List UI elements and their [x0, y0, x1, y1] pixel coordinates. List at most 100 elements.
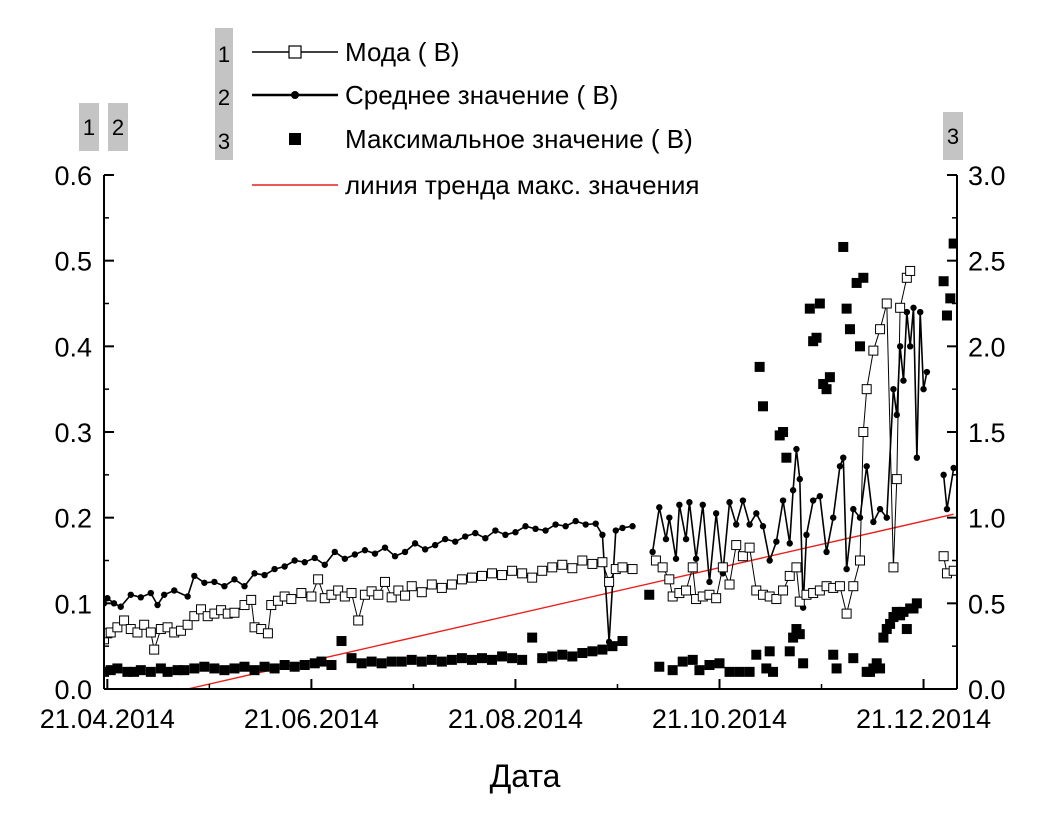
mean-point: [692, 555, 700, 562]
mode-point: [948, 565, 957, 576]
max-value-point: [597, 644, 608, 655]
max-value-point: [841, 303, 852, 314]
mean-point: [582, 521, 589, 528]
y-left-tick-label: 0.4: [54, 332, 92, 362]
right-axis-badge-3: 3: [943, 112, 963, 160]
max-value-point: [366, 656, 377, 667]
mean-point: [221, 583, 228, 590]
y-left-tick-label: 0.2: [54, 504, 92, 534]
mean-point: [739, 497, 747, 504]
mode-point: [386, 592, 397, 603]
mean-point: [733, 521, 740, 528]
mean-point: [766, 557, 773, 564]
mean-point: [231, 576, 238, 583]
mode-point: [229, 607, 240, 618]
mean-point: [950, 464, 957, 472]
mean-point: [281, 563, 288, 570]
mean-point: [850, 505, 857, 513]
max-value-point: [289, 661, 300, 672]
mode-point: [400, 590, 411, 601]
mean-point: [883, 514, 890, 521]
legend-label: Максимальное значение ( В): [345, 124, 693, 154]
mode-point: [373, 589, 384, 600]
mean-point: [171, 587, 178, 594]
max-value-point: [436, 656, 447, 667]
max-value-point: [249, 665, 260, 676]
max-value-point: [356, 658, 367, 669]
x-tick-label: 21.04.2014: [40, 704, 175, 734]
mode-point: [239, 600, 250, 611]
mode-point: [888, 562, 899, 573]
max-value-point: [517, 654, 528, 665]
max-value-point: [507, 653, 518, 664]
svg-text:2: 2: [112, 115, 124, 140]
mean-point: [830, 514, 837, 521]
mean-point: [816, 493, 824, 500]
mode-point: [881, 298, 892, 309]
max-value-point: [326, 660, 337, 671]
mode-point: [296, 588, 307, 599]
max-value-point: [239, 661, 250, 672]
x-axis-title: Дата: [490, 758, 561, 794]
y-right-tick-label: 0.5: [968, 589, 1006, 619]
mean-point: [903, 308, 911, 316]
mode-point: [145, 627, 156, 638]
x-tick-label: 21.08.2014: [448, 704, 583, 734]
max-value-point: [791, 624, 802, 635]
mean-point: [605, 638, 613, 646]
max-value-point: [848, 653, 859, 664]
legend: 1 Мода ( В) 2 Среднее значение ( В) 3 Максима…: [215, 28, 700, 200]
left-axis-badge-1: 1: [79, 103, 99, 151]
legend-badge-strip: [215, 28, 233, 160]
mean-point: [492, 527, 499, 534]
mode-point: [379, 576, 390, 587]
max-value-point: [764, 646, 775, 657]
max-value-point: [881, 624, 892, 635]
mode-point: [527, 572, 538, 583]
max-value-point: [527, 632, 538, 643]
max-value-point: [279, 660, 290, 671]
max-value-point: [744, 666, 755, 677]
max-value-point: [456, 653, 467, 664]
max-value-point: [135, 665, 146, 676]
mean-point: [913, 454, 921, 461]
mean-point: [789, 487, 797, 494]
mode-point: [139, 619, 150, 630]
mean-point: [843, 565, 850, 573]
mean-point: [411, 540, 419, 547]
mode-point: [834, 581, 845, 592]
mode-point: [517, 568, 528, 579]
max-value-point: [751, 649, 762, 660]
mode-point: [717, 562, 728, 573]
y-left-tick-label: 0.3: [54, 418, 92, 448]
mean-point: [562, 523, 569, 530]
max-value-point: [878, 632, 889, 643]
max-value-point: [757, 401, 768, 412]
mean-point: [301, 559, 308, 566]
mode-point: [724, 579, 735, 590]
mean-point: [686, 499, 693, 506]
mean-point: [127, 591, 134, 598]
max-value-point: [587, 646, 598, 657]
mode-point: [664, 574, 675, 585]
max-value-point: [269, 663, 280, 674]
x-tick-label: 21.10.2014: [652, 704, 787, 734]
y-left-tick-label: 0.0: [54, 675, 92, 705]
max-value-point: [838, 241, 849, 252]
max-value-point: [557, 649, 568, 660]
legend-label: Мода ( В): [345, 37, 460, 67]
mode-point: [313, 574, 324, 585]
legend-item-mean: 2 Среднее значение ( В): [218, 80, 619, 110]
mean-point: [863, 463, 870, 470]
mean-point: [809, 497, 817, 504]
mode-point: [557, 559, 568, 570]
max-value-point: [376, 658, 387, 669]
max-value-point: [831, 663, 842, 674]
mode-point: [858, 427, 869, 437]
max-value-point: [844, 324, 855, 335]
mean-point: [592, 520, 599, 527]
mean-point: [191, 572, 198, 580]
max-value-point: [811, 332, 822, 343]
y-right-tick-label: 2.5: [968, 247, 1006, 277]
mode-point: [627, 564, 638, 575]
